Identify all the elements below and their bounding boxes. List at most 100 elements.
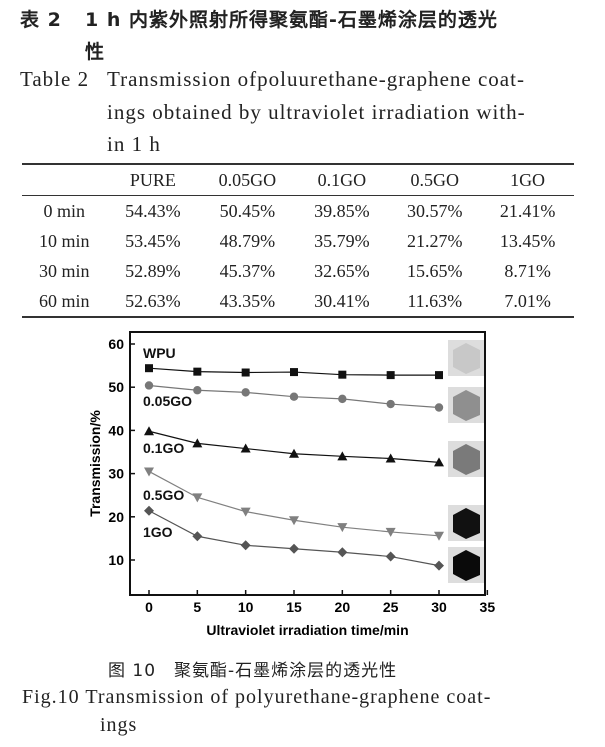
table-caption-en: Transmission ofpoluurethane-graphene coa… (107, 67, 525, 91)
data-point-0.05GO (386, 399, 395, 409)
transmission-table: PURE 0.05GO 0.1GO 0.5GO 1GO 0 min 54.43% 5… (22, 163, 574, 318)
data-point-0.05GO (338, 394, 347, 404)
series-label: WPU (143, 345, 176, 361)
data-point-0.05GO (289, 392, 299, 401)
header-cell: 0.1GO (317, 169, 367, 190)
data-point-1GO (144, 505, 154, 516)
table-cell: 32.65% (314, 260, 370, 281)
y-tick-label: 60 (108, 336, 124, 352)
data-point-0.1GO (240, 443, 251, 453)
y-tick-label: 30 (108, 466, 124, 482)
figure-caption-cn: 图 10 聚氨酯-石墨烯涂层的透光性 (108, 661, 398, 681)
header-cell: 1GO (510, 169, 546, 190)
table-caption-cn: 1 h 内紫外照射所得聚氨酯-石墨烯涂层的透光 (85, 9, 498, 31)
table-row: 0 min 54.43% 50.45% 39.85% 30.57% 21.41% (22, 196, 574, 227)
row-label: 0 min (43, 200, 85, 221)
table-cell: 48.79% (219, 230, 276, 251)
table-cell: 50.45% (219, 200, 276, 221)
table-cell: 53.45% (125, 230, 181, 251)
table-row: 60 min 52.63% 43.35% 30.41% 11.63% 7.01% (22, 286, 574, 317)
data-point-0.5GO (337, 523, 348, 533)
x-tick-label: 20 (335, 599, 351, 615)
data-point-WPU (145, 364, 153, 373)
x-tick-label: 30 (431, 599, 447, 615)
header-cell (22, 164, 106, 196)
table-cell: 35.79% (314, 230, 370, 251)
table-cell: 45.37% (219, 260, 276, 281)
data-point-1GO (434, 560, 444, 571)
plot-frame (129, 331, 486, 596)
table-cell: 52.63% (125, 290, 181, 311)
data-point-0.5GO (289, 516, 299, 526)
series-label: 0.1GO (143, 440, 184, 456)
data-point-1GO (289, 543, 299, 554)
table-caption-en-label: Table 2 (20, 67, 90, 91)
data-point-1GO (385, 551, 396, 562)
table-cell: 21.41% (499, 200, 556, 221)
data-point-0.1GO (337, 451, 348, 461)
data-point-1GO (240, 540, 251, 551)
x-tick-label: 10 (238, 599, 254, 615)
series-label: 1GO (143, 524, 173, 540)
y-tick-label: 50 (108, 379, 124, 395)
x-tick-label: 35 (480, 599, 496, 615)
data-point-0.1GO (289, 448, 299, 458)
table-cell: 52.89% (125, 260, 181, 281)
data-point-0.05GO (434, 403, 444, 412)
sample-coating (453, 444, 480, 475)
table-cell: 13.45% (499, 230, 556, 251)
series-line-0.5GO (148, 470, 440, 537)
x-tick-label: 0 (145, 599, 153, 615)
data-point-0.1GO (192, 438, 203, 448)
row-label: 10 min (38, 230, 90, 251)
x-axis-label: Ultraviolet irradiation time/min (206, 622, 408, 638)
x-tick-label: 25 (383, 599, 399, 615)
table-cell: 21.27% (406, 230, 463, 251)
data-point-0.5GO (240, 507, 251, 517)
table-cell: 15.65% (406, 260, 463, 281)
data-point-WPU (193, 367, 202, 376)
data-point-0.5GO (192, 493, 203, 503)
table-cell: 39.85% (314, 200, 370, 221)
sample-coating (453, 508, 480, 539)
table-caption-cn-label: 表 2 (20, 9, 62, 31)
data-point-0.5GO (385, 527, 396, 537)
transmission-chart: 10 20 30 40 50 60 0 5 10 15 20 25 30 35 Ultraviolet ir… (87, 331, 496, 638)
figure-caption-en-cont: ings (100, 714, 138, 736)
row-label: 60 min (38, 290, 90, 311)
data-point-1GO (337, 547, 348, 558)
data-point-0.1GO (385, 453, 396, 463)
table-cell: 8.71% (504, 260, 551, 281)
figure-caption-en: Fig.10 Transmission of polyurethane-grap… (22, 686, 492, 708)
data-point-0.5GO (434, 531, 444, 541)
y-tick-label: 40 (108, 422, 124, 438)
data-point-0.05GO (193, 386, 202, 395)
table-header-row: PURE 0.05GO 0.1GO 0.5GO 1GO (22, 164, 574, 196)
data-point-1GO (192, 531, 203, 542)
data-point-WPU (435, 371, 443, 380)
data-point-WPU (241, 368, 250, 377)
sample-coating (453, 550, 480, 581)
sample-coating (453, 390, 480, 421)
table-cell: 30.57% (406, 200, 463, 221)
header-cell: 0.05GO (218, 169, 277, 190)
x-tick-label: 5 (193, 599, 201, 615)
series-label: 0.5GO (143, 487, 184, 503)
data-point-0.5GO (144, 467, 154, 477)
table-cell: 7.01% (504, 290, 551, 311)
data-point-0.1GO (434, 457, 444, 467)
data-point-0.05GO (144, 381, 154, 390)
data-point-WPU (386, 371, 395, 380)
header-cell: 0.5GO (410, 169, 459, 190)
table-cell: 11.63% (407, 290, 463, 311)
x-tick-label: 15 (286, 599, 302, 615)
data-point-WPU (338, 370, 347, 379)
table-cell: 43.35% (219, 290, 276, 311)
series-label: 0.05GO (143, 393, 192, 409)
row-label: 30 min (38, 260, 90, 281)
y-axis-label: Transmission/% (87, 410, 103, 517)
data-point-0.05GO (241, 388, 250, 397)
sample-coating (453, 343, 480, 374)
data-point-0.1GO (144, 426, 154, 436)
header-cell: PURE (129, 169, 176, 190)
